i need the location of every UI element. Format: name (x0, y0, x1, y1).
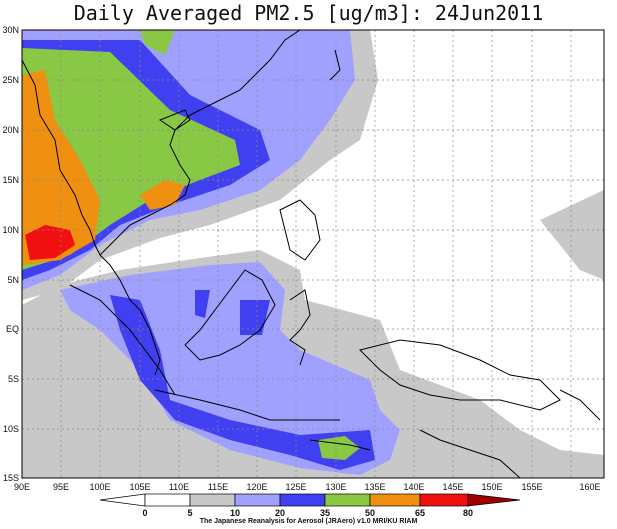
legend-tick: 10 (230, 508, 240, 518)
svg-text:10N: 10N (2, 225, 19, 235)
svg-text:5N: 5N (7, 275, 19, 285)
svg-text:140E: 140E (403, 482, 424, 492)
legend-tick: 35 (320, 508, 330, 518)
legend-tick: 50 (365, 508, 375, 518)
svg-text:105E: 105E (129, 482, 150, 492)
legend-swatch-65-80 (419, 493, 469, 507)
legend-tick: 0 (142, 508, 147, 518)
svg-text:115E: 115E (208, 482, 228, 492)
svg-text:90E: 90E (14, 482, 30, 492)
legend-swatch-20-35 (279, 493, 326, 507)
svg-text:100E: 100E (89, 482, 110, 492)
coastlines (22, 30, 601, 478)
svg-text:135E: 135E (364, 482, 385, 492)
svg-text:20N: 20N (2, 125, 19, 135)
latitude-labels: 30N 25N 20N 15N 10N 5N EQ 5S 10S 15S (2, 25, 19, 483)
svg-text:EQ: EQ (6, 324, 19, 334)
svg-text:95E: 95E (53, 482, 69, 492)
legend-swatch-above-80 (467, 493, 521, 507)
svg-text:15N: 15N (2, 175, 19, 185)
svg-text:125E: 125E (285, 482, 306, 492)
band-50-65 (22, 70, 100, 265)
legend-swatch-0-5 (144, 493, 191, 507)
legend-swatch-5-10 (189, 493, 236, 507)
legend-tick: 5 (187, 508, 192, 518)
legend-swatch-below-0 (99, 493, 146, 507)
legend-swatch-50-65 (369, 493, 421, 507)
legend-tick: 80 (463, 508, 473, 518)
svg-text:110E: 110E (169, 482, 189, 492)
svg-text:155E: 155E (521, 482, 542, 492)
svg-text:150E: 150E (481, 482, 502, 492)
map-title: Daily Averaged PM2.5 [ug/m3]: 24Jun2011 (73, 1, 544, 25)
svg-text:5S: 5S (8, 374, 19, 384)
grid-lines (22, 30, 604, 478)
svg-text:120E: 120E (246, 482, 267, 492)
svg-text:25N: 25N (2, 75, 19, 85)
credit-line: The Japanese Reanalysis for Aerosol (JRA… (199, 518, 418, 525)
svg-text:160E: 160E (579, 482, 600, 492)
legend-tick: 20 (275, 508, 285, 518)
legend-swatch-35-50 (324, 493, 371, 507)
color-legend: 0 5 10 20 35 50 65 80 (99, 493, 521, 518)
legend-swatch-10-20 (234, 493, 281, 507)
svg-text:30N: 30N (2, 25, 19, 35)
concentration-field (22, 30, 604, 478)
map-frame (21, 29, 605, 479)
legend-tick: 65 (415, 508, 425, 518)
svg-text:10S: 10S (3, 424, 19, 434)
svg-text:15S: 15S (3, 473, 19, 483)
longitude-labels: 90E 95E 100E 105E 110E 115E 120E 125E 13… (14, 482, 601, 492)
svg-text:145E: 145E (442, 482, 463, 492)
band-65-80 (25, 225, 75, 260)
svg-text:130E: 130E (325, 482, 346, 492)
